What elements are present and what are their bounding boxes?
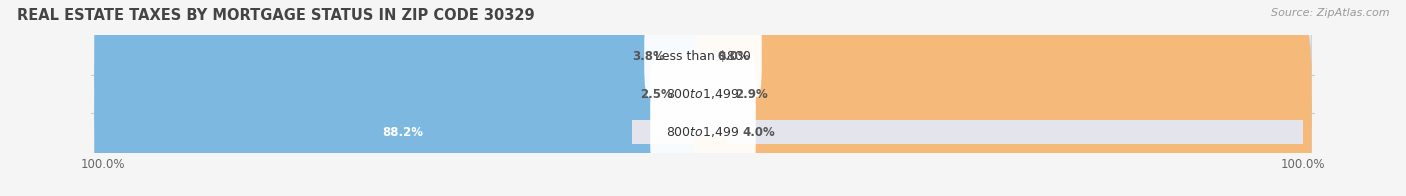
FancyBboxPatch shape <box>695 63 1312 196</box>
Text: Source: ZipAtlas.com: Source: ZipAtlas.com <box>1271 8 1389 18</box>
Text: 0.0%: 0.0% <box>718 50 751 63</box>
FancyBboxPatch shape <box>94 0 711 125</box>
Text: Less than $800: Less than $800 <box>655 50 751 63</box>
FancyBboxPatch shape <box>94 0 1312 125</box>
FancyBboxPatch shape <box>650 53 756 135</box>
FancyBboxPatch shape <box>720 82 1302 106</box>
FancyBboxPatch shape <box>94 25 1312 163</box>
FancyBboxPatch shape <box>94 25 711 163</box>
FancyBboxPatch shape <box>633 120 703 144</box>
Text: 4.0%: 4.0% <box>742 125 775 139</box>
FancyBboxPatch shape <box>644 15 762 97</box>
Text: REAL ESTATE TAXES BY MORTGAGE STATUS IN ZIP CODE 30329: REAL ESTATE TAXES BY MORTGAGE STATUS IN … <box>17 8 534 23</box>
FancyBboxPatch shape <box>650 91 756 173</box>
Text: $800 to $1,499: $800 to $1,499 <box>666 125 740 139</box>
Text: $800 to $1,499: $800 to $1,499 <box>666 87 740 101</box>
FancyBboxPatch shape <box>727 120 1302 144</box>
Text: 3.8%: 3.8% <box>633 50 665 63</box>
Text: 2.9%: 2.9% <box>735 88 768 101</box>
FancyBboxPatch shape <box>695 25 1312 163</box>
FancyBboxPatch shape <box>127 44 703 68</box>
FancyBboxPatch shape <box>94 63 711 196</box>
FancyBboxPatch shape <box>94 63 1312 196</box>
FancyBboxPatch shape <box>118 82 703 106</box>
Text: 2.5%: 2.5% <box>640 88 673 101</box>
Text: 88.2%: 88.2% <box>382 125 423 139</box>
